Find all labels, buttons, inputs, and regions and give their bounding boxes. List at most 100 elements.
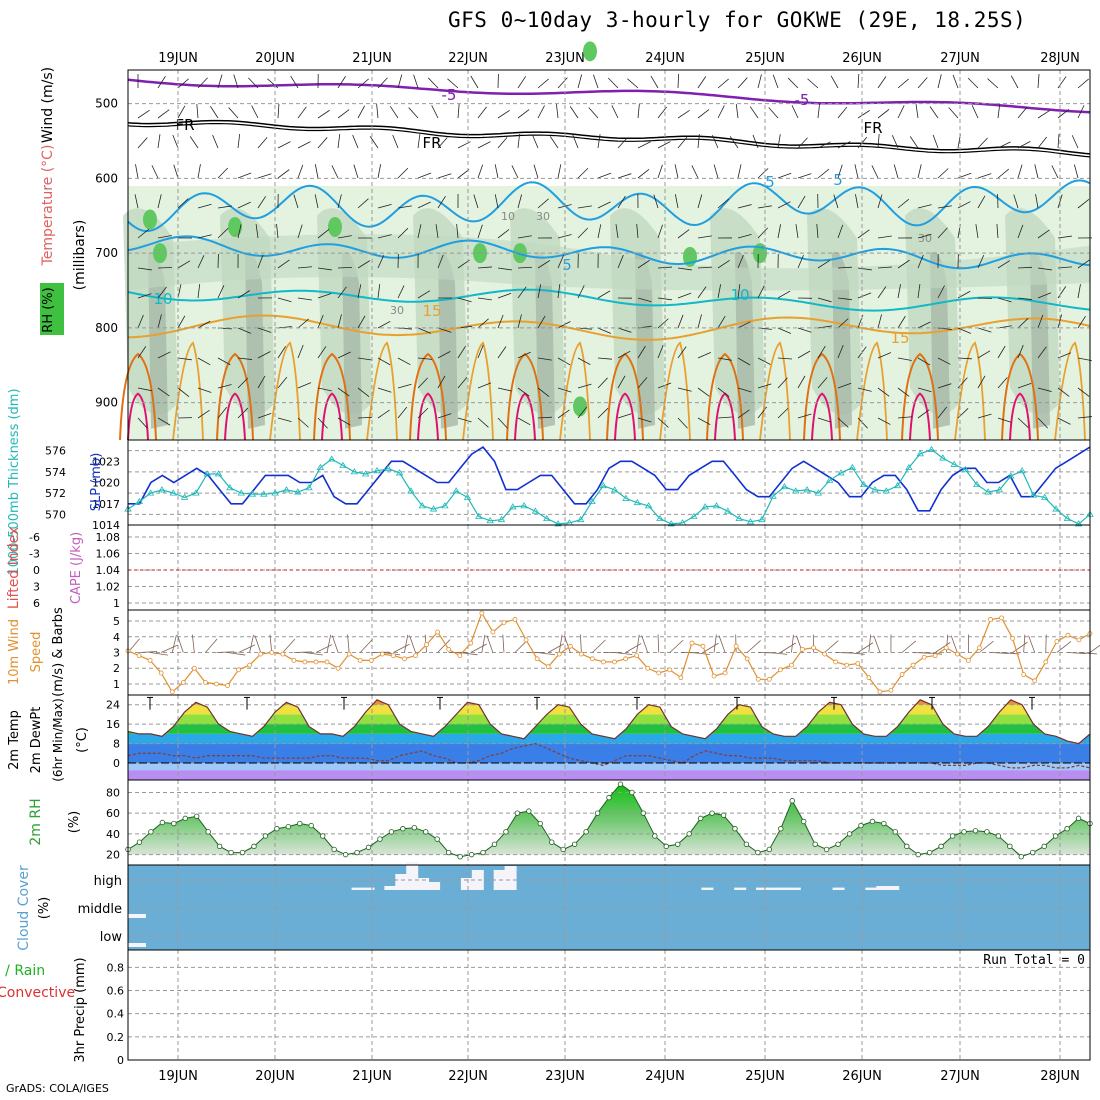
wind-barb [737,321,751,329]
wind-barb [909,136,919,149]
thickness-marker [961,465,970,473]
rh-shade-band [128,234,1090,291]
wind-barb [477,344,484,359]
y-tick-label-right: 1.06 [96,548,121,561]
wind-barb [297,266,312,269]
y-tick-label: 2 [113,662,120,675]
dewpoint-line [127,742,1091,769]
wind-barb [537,198,549,209]
isotherm-25-loop [909,392,931,441]
wind-barb [217,357,231,366]
wind-barb [597,224,602,239]
thickness-marker [441,502,449,509]
wind-barb-10m [269,634,273,653]
thickness-marker [192,489,200,496]
wind-speed-point [413,653,418,659]
wind-barb [427,77,439,89]
y-tick-label-left: 3 [33,581,40,594]
rh-point [823,846,830,853]
wind-barb-10m [161,644,178,653]
thickness-marker [497,515,506,523]
wind-barb-10m [669,639,684,653]
wind-barb [137,293,152,299]
rh-point [354,849,360,856]
wind-speed-point [899,672,905,677]
wind-barb [757,285,765,299]
wind-barb [772,74,779,89]
wind-speed-point [324,659,330,665]
contour-label: FR [863,119,882,137]
wind-barb [877,235,892,239]
high-cloud-bar [351,887,364,890]
rh-point [365,844,372,851]
wind-barb [777,290,791,299]
ylabel-slp: SLP (mb) [89,453,104,512]
date-label-bottom: 24JUN [645,1069,685,1084]
temp-band [128,743,1090,763]
wind-speed-point [424,642,429,648]
wind-speed-point [711,673,717,679]
wind-barb [377,234,392,239]
wind-barb [577,285,585,299]
wind-barb [837,382,852,389]
wind-barb [855,194,859,209]
thickness-marker [237,489,245,496]
wind-barb [857,110,870,119]
wind-barb [137,346,147,359]
thickness-marker [803,486,811,493]
rh-area [128,784,1090,855]
wind-barb [807,78,819,89]
date-label-bottom: 19JUN [158,1069,198,1084]
wind-barb [737,233,752,239]
high-cloud-bar [865,887,878,890]
cloud-background [128,865,1090,950]
wind-barb-10m [359,639,373,653]
rh-high-spot [143,209,157,230]
wind-speed-point [379,651,385,657]
wind-barb [447,78,459,89]
wind-speed-point [656,670,662,676]
wind-barb [617,375,626,389]
wind-barb [977,413,992,419]
high-cloud-bar [876,886,889,890]
wind-barb [697,314,702,329]
wind-barb [517,314,522,329]
wind-barb [137,314,144,329]
wind-barb [577,227,589,239]
isotherm-15-loop [366,341,398,441]
wind-barb [657,164,663,179]
wind-barb [617,137,628,149]
wind-barb [317,228,330,239]
rh-point [239,849,246,856]
y-tick-label: 0.2 [107,1031,125,1044]
rh-point [720,812,727,818]
thickness-marker [758,515,766,523]
wind-barb-10m [990,652,1009,654]
rh-point [709,810,715,816]
thickness-marker [950,460,958,467]
rh-point [1030,849,1036,856]
wind-barb [697,76,707,89]
thickness-marker [622,494,630,501]
wind-barb [177,78,189,89]
wind-barb [637,417,652,423]
wind-barb [477,382,492,389]
wind-barb [797,413,812,419]
thickness-marker [384,464,393,472]
wind-barb [677,387,692,392]
rh-point [640,810,647,816]
thickness-marker [248,490,257,497]
thickness-marker [271,489,279,496]
thickness-marker [226,484,234,491]
date-label-top: 20JUN [255,51,295,66]
contour-label: 15 [422,302,441,320]
wind-barb [1037,267,1052,271]
rh-point [675,841,681,847]
wind-barb [408,107,419,119]
wind-barb [837,141,851,149]
wind-barb [917,233,932,239]
wind-barb [932,134,939,149]
wind-barb [413,74,419,89]
wind-barb [797,375,806,389]
